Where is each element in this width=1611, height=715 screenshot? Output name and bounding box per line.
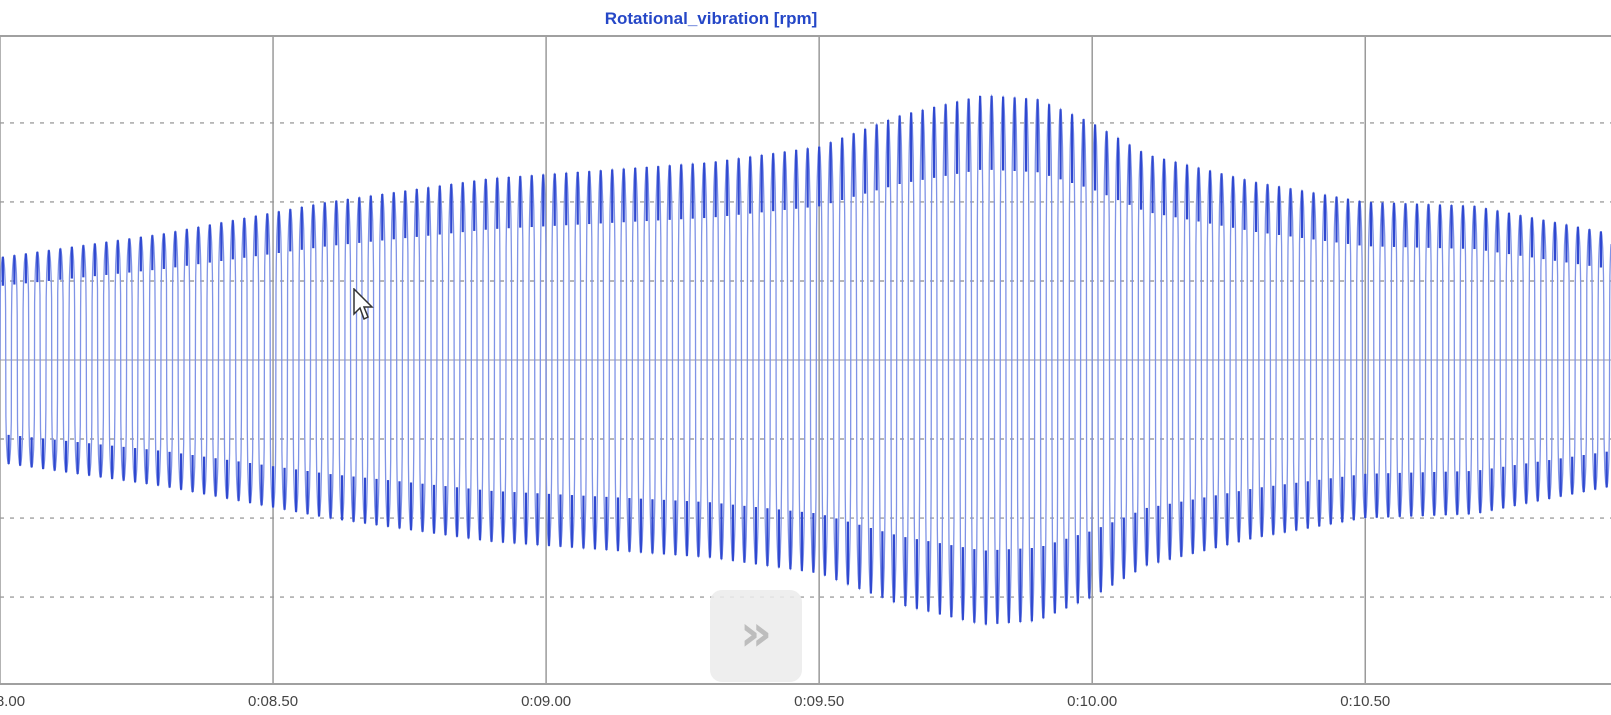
x-tick-label: 0:10.50: [1340, 693, 1390, 710]
chart-title: Rotational_vibration [rpm]: [604, 9, 818, 28]
fast-forward-button[interactable]: »: [710, 590, 802, 682]
mouse-pointer-icon: [353, 288, 374, 321]
fast-forward-icon: »: [739, 604, 773, 662]
x-tick-label: 0:09.50: [794, 693, 844, 710]
x-tick-label: 0:09.00: [521, 693, 571, 710]
axis-layer: 0:08.00 0:08.50 0:09.00 0:09.50 0:10.00 0:10.…: [0, 35, 1611, 710]
x-tick-label: 0:10.00: [1067, 693, 1117, 710]
series-layer: [0, 94, 1611, 627]
x-tick-label: 0:08.00: [0, 693, 25, 710]
x-tick-label: 0:08.50: [248, 693, 298, 710]
